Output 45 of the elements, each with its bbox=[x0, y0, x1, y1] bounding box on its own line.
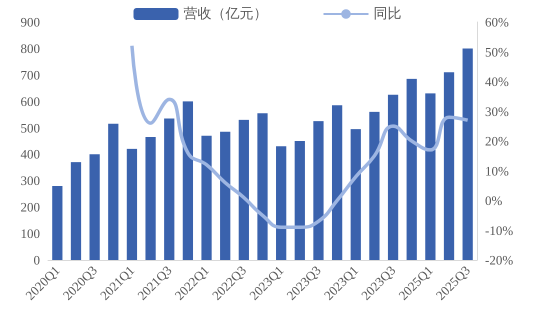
bar bbox=[369, 112, 380, 260]
y-tick-label: 600 bbox=[20, 94, 40, 109]
bar bbox=[164, 118, 174, 260]
y2-tick-label: 0% bbox=[485, 193, 502, 208]
bar bbox=[182, 101, 194, 260]
y2-tick-label: 10% bbox=[485, 163, 509, 178]
bar bbox=[220, 132, 230, 260]
bar bbox=[294, 141, 305, 260]
bar bbox=[425, 93, 436, 260]
y-tick-label: 400 bbox=[20, 146, 40, 162]
y2-tick-label: 30% bbox=[485, 104, 509, 119]
y-tick-label: 200 bbox=[20, 200, 40, 215]
y-tick-label: 0 bbox=[34, 252, 40, 268]
bar bbox=[126, 148, 138, 260]
bar bbox=[350, 129, 361, 260]
bar bbox=[90, 154, 100, 260]
bar bbox=[332, 105, 342, 260]
y-tick-label: 100 bbox=[20, 226, 40, 242]
bar bbox=[388, 94, 398, 260]
bar bbox=[201, 136, 212, 260]
legend-label: 同比 bbox=[374, 6, 402, 22]
y-tick-label: 500 bbox=[20, 120, 40, 136]
y2-tick-label: -20% bbox=[485, 252, 514, 268]
bar bbox=[238, 120, 249, 260]
legend-label: 营收（亿元） bbox=[184, 6, 268, 22]
y-tick-label: 800 bbox=[20, 40, 40, 56]
bar bbox=[406, 78, 417, 260]
y2-tick-label: 50% bbox=[485, 44, 509, 60]
bar bbox=[257, 113, 268, 260]
bar bbox=[276, 146, 286, 260]
bar bbox=[108, 124, 118, 260]
bar bbox=[145, 137, 156, 260]
y2-tick-label: 20% bbox=[485, 134, 509, 148]
y-tick-label: 900 bbox=[20, 14, 40, 30]
y2-tick-label: 60% bbox=[485, 14, 509, 30]
y2-tick-label: 40% bbox=[485, 74, 509, 89]
bar bbox=[462, 48, 473, 260]
bar bbox=[444, 72, 454, 260]
bar bbox=[313, 121, 324, 260]
line-series bbox=[130, 44, 470, 230]
y-tick-label: 700 bbox=[20, 67, 40, 82]
bar bbox=[70, 162, 82, 260]
bar bbox=[52, 186, 62, 260]
y-tick-label: 300 bbox=[20, 173, 40, 188]
y2-tick-label: -10% bbox=[485, 222, 514, 238]
